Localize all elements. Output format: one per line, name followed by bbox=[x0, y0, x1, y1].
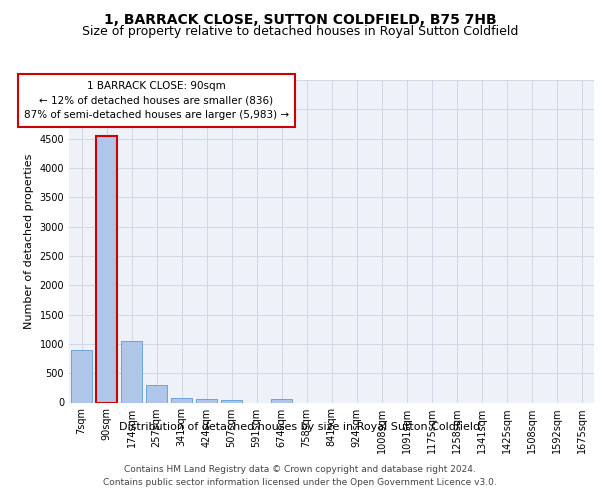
Text: Distribution of detached houses by size in Royal Sutton Coldfield: Distribution of detached houses by size … bbox=[119, 422, 481, 432]
Y-axis label: Number of detached properties: Number of detached properties bbox=[24, 154, 34, 329]
Text: 1, BARRACK CLOSE, SUTTON COLDFIELD, B75 7HB: 1, BARRACK CLOSE, SUTTON COLDFIELD, B75 … bbox=[104, 13, 496, 27]
Text: Size of property relative to detached houses in Royal Sutton Coldfield: Size of property relative to detached ho… bbox=[82, 24, 518, 38]
Bar bbox=[196, 399, 217, 402]
Bar bbox=[271, 399, 292, 402]
Text: Contains HM Land Registry data © Crown copyright and database right 2024.: Contains HM Land Registry data © Crown c… bbox=[124, 466, 476, 474]
Bar bbox=[146, 385, 167, 402]
Bar bbox=[121, 341, 142, 402]
Bar bbox=[96, 136, 117, 402]
Bar bbox=[221, 400, 242, 402]
Text: Contains public sector information licensed under the Open Government Licence v3: Contains public sector information licen… bbox=[103, 478, 497, 487]
Text: 1 BARRACK CLOSE: 90sqm
← 12% of detached houses are smaller (836)
87% of semi-de: 1 BARRACK CLOSE: 90sqm ← 12% of detached… bbox=[24, 80, 289, 120]
Bar bbox=[171, 398, 192, 402]
Bar bbox=[71, 350, 92, 403]
